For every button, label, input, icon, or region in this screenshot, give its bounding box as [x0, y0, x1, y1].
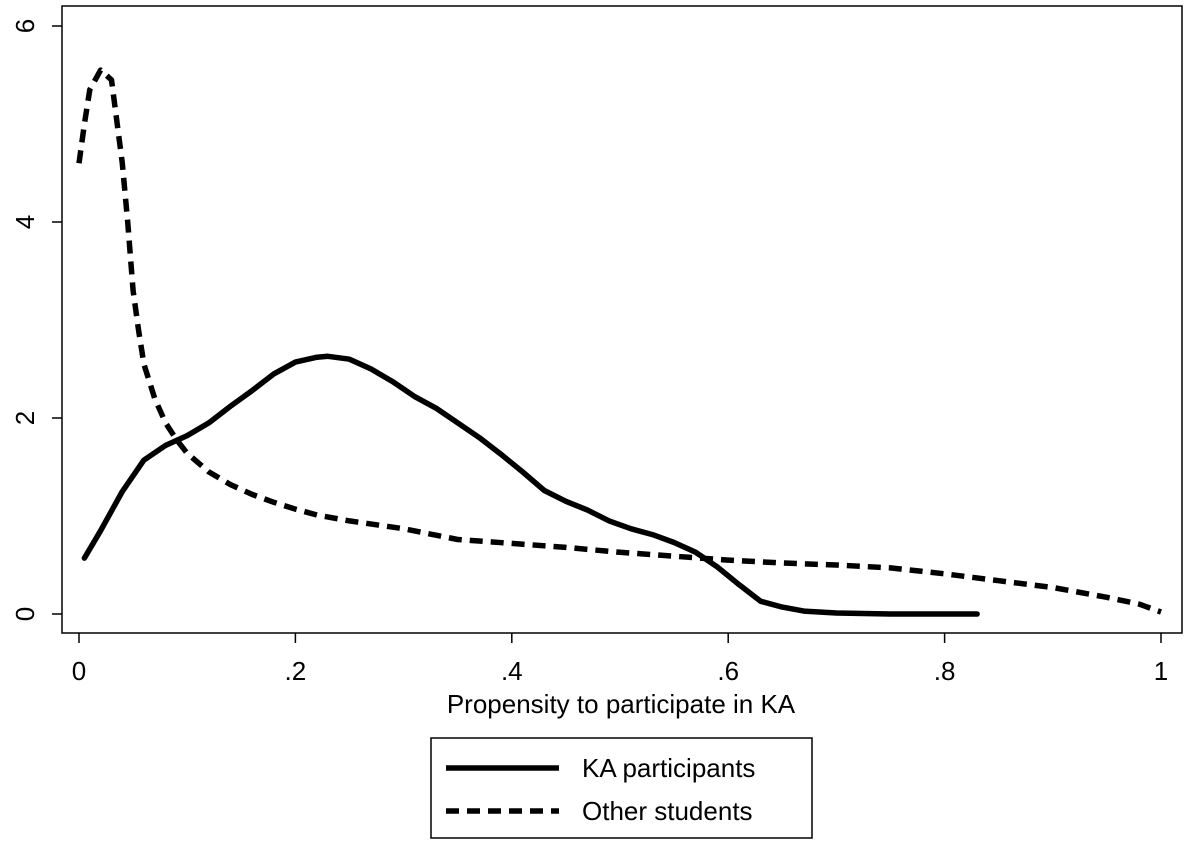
y-tick-label: 0 — [10, 607, 40, 621]
legend-label: Other students — [582, 796, 753, 826]
x-tick-label: 0 — [72, 656, 86, 686]
x-tick-label: .4 — [501, 656, 523, 686]
series-line-ka-participants — [81, 353, 980, 617]
plot-frame — [61, 5, 1183, 634]
x-tick-label: .8 — [934, 656, 956, 686]
x-tick-label: .2 — [285, 656, 307, 686]
y-tick-label: 2 — [10, 411, 40, 425]
legend-box — [430, 737, 813, 839]
y-tick-label: 6 — [10, 19, 40, 33]
series-line-other-students — [76, 67, 1162, 615]
x-tick-label: .6 — [717, 656, 739, 686]
x-axis-title: Propensity to participate in KA — [447, 689, 796, 719]
y-tick-label: 4 — [10, 215, 40, 229]
x-tick-label: 1 — [1154, 656, 1168, 686]
legend-label: KA participants — [582, 753, 755, 783]
